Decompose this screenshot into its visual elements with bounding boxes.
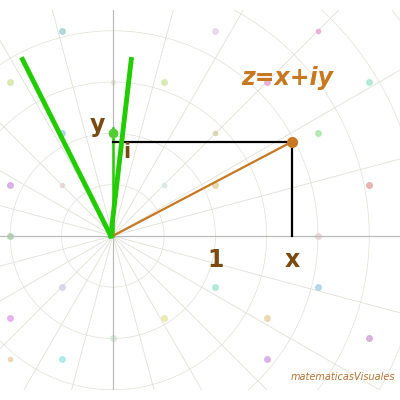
Text: z=x+iy: z=x+iy [241,66,333,90]
Text: matematicasVisuales: matematicasVisuales [290,372,395,382]
Text: 1: 1 [207,248,224,272]
Text: i: i [123,142,130,162]
Text: y: y [89,114,105,138]
Text: x: x [285,248,300,272]
